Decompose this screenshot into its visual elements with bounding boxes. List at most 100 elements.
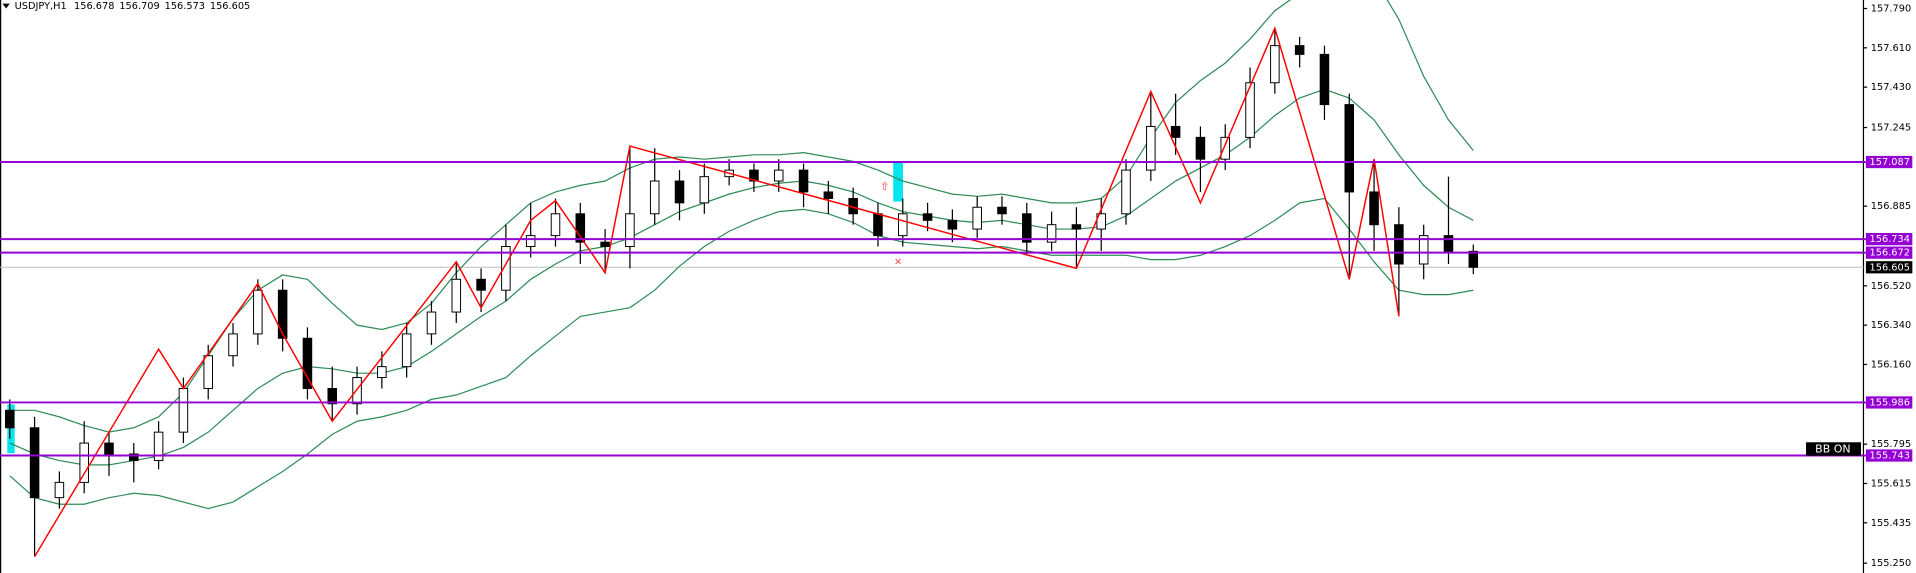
y-tick-label: 157.245 [1871, 123, 1911, 134]
chart-title: USDJPY,H1 156.678 156.709 156.573 156.605 [15, 1, 251, 12]
candle-body [1344, 104, 1355, 193]
candle-body [873, 213, 883, 237]
current-price-label: 156.605 [1870, 262, 1910, 273]
y-tick-label: 156.885 [1871, 201, 1911, 212]
candle-body [79, 442, 89, 483]
candle-body [699, 176, 710, 204]
symbol: USDJPY,H1 [15, 1, 67, 12]
bollinger-lower [9, 197, 1474, 510]
candle-body [377, 366, 387, 379]
signal-marker [7, 404, 15, 454]
candle-body [277, 289, 288, 339]
y-tick-label: 156.520 [1871, 281, 1911, 292]
candle-body [29, 427, 40, 499]
candle-body [104, 442, 114, 455]
price-axis: 157.790 157.610 157.430 157.245 156.885 156.5… [1863, 4, 1913, 569]
candle-body [1443, 235, 1454, 252]
candle-body [798, 169, 809, 193]
candle-body [674, 180, 685, 204]
candle-body [749, 169, 759, 182]
candle-body [997, 206, 1007, 215]
candle-body [451, 278, 462, 313]
candle-body [1170, 125, 1181, 138]
arrow-icon: ⇧ [880, 180, 889, 193]
y-tick-label: 155.615 [1871, 478, 1911, 489]
y-tick-label: 157.790 [1871, 4, 1911, 15]
candle-body [1195, 136, 1206, 160]
candle-body [1294, 45, 1305, 55]
level-label-box [1865, 396, 1913, 409]
indicator-label: BB ON [1815, 443, 1850, 456]
y-tick-label: 156.160 [1871, 359, 1911, 370]
candle-body [178, 387, 189, 433]
candle-body [1369, 191, 1379, 226]
candle-body [5, 409, 15, 429]
candle-body [1319, 53, 1330, 106]
candle-body [947, 219, 958, 230]
candle-body [1022, 213, 1032, 243]
indicator-badge [1806, 442, 1862, 456]
candle-body [501, 246, 511, 291]
candle-body [1046, 224, 1057, 243]
candle-body [54, 481, 65, 499]
y-tick-label: 157.430 [1871, 82, 1911, 93]
zigzag-line [33, 26, 1400, 557]
level-label: 156.734 [1870, 234, 1910, 245]
cross-icon: × [894, 256, 902, 267]
ohlc-high: 156.709 [119, 1, 159, 12]
candle-body [401, 333, 412, 368]
candle-body [922, 213, 933, 221]
y-tick-label: 156.340 [1871, 320, 1911, 331]
current-price-box [1865, 261, 1913, 274]
candle-body [352, 377, 362, 405]
candle-body [153, 431, 164, 462]
level-label: 155.743 [1870, 451, 1910, 462]
candle-body [649, 180, 660, 215]
candle-body [575, 213, 586, 243]
level-label-box [1865, 155, 1913, 169]
ohlc-open: 156.678 [74, 1, 114, 12]
y-tick-label: 157.610 [1871, 43, 1911, 54]
candle-body [525, 235, 536, 248]
candle-body [773, 169, 784, 182]
candle-body [823, 191, 834, 199]
candle-body [1394, 224, 1404, 265]
candle-body [129, 453, 139, 462]
level-label: 155.986 [1870, 397, 1910, 408]
level-label-box [1865, 233, 1913, 246]
candle-body [327, 387, 338, 405]
signal-marker [893, 161, 904, 202]
y-tick-label: 155.435 [1871, 518, 1911, 529]
candle-body [203, 355, 213, 389]
level-label-box [1865, 449, 1913, 462]
ohlc-close: 156.605 [210, 1, 250, 12]
level-label-box [1865, 246, 1913, 259]
candle-body [476, 278, 486, 291]
candle-body [228, 333, 238, 357]
candle-body [426, 311, 437, 335]
candle-body [1418, 235, 1429, 265]
candle-body [898, 213, 908, 237]
plot-area: ⇧ × [0, 0, 1864, 557]
candle-body [1071, 224, 1082, 230]
candle-body [1468, 250, 1479, 268]
candle-body [972, 206, 982, 230]
candle-body [600, 241, 610, 248]
level-label: 157.087 [1870, 157, 1910, 168]
candle-body [1121, 169, 1131, 215]
menu-arrow [2, 3, 10, 9]
candle-body [302, 337, 313, 389]
ohlc-low: 156.573 [165, 1, 205, 12]
candle-body [1146, 125, 1156, 171]
candle-body [625, 213, 635, 248]
candle-body [1270, 45, 1280, 84]
y-tick-label: 155.250 [1871, 558, 1911, 569]
y-tick-label: 155.795 [1871, 439, 1911, 450]
candle-body [1245, 82, 1255, 138]
candle-body [1220, 136, 1231, 160]
level-label: 156.672 [1870, 248, 1910, 259]
candle-body [253, 289, 263, 335]
